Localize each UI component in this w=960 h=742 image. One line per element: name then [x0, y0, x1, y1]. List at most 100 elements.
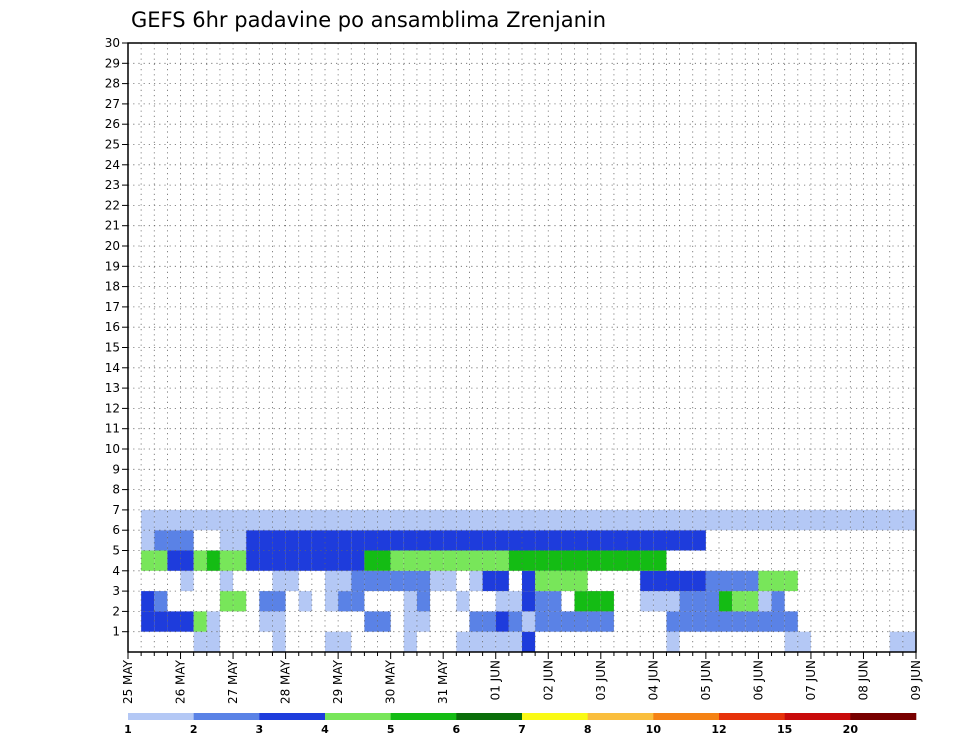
heatmap-cell: [430, 509, 444, 531]
heatmap-cell: [233, 509, 247, 531]
heatmap-cell: [640, 550, 654, 571]
heatmap-cell: [416, 509, 431, 531]
heatmap-cell: [771, 611, 785, 632]
heatmap-cell: [548, 530, 562, 551]
y-tick-label: 28: [105, 77, 120, 91]
heatmap-cell: [495, 530, 509, 551]
heatmap-cell: [863, 509, 877, 531]
colorbar-label: 2: [190, 723, 198, 736]
heatmap-cell: [141, 530, 155, 551]
heatmap-cell: [902, 631, 916, 652]
colorbar-legend: 1 2 3 4 5 6 7 8 10 12 15 20: [124, 713, 917, 736]
heatmap-cell: [219, 509, 234, 531]
heatmap-cell: [206, 631, 220, 652]
heatmap-cell: [403, 591, 417, 612]
heatmap-cell: [522, 530, 536, 551]
heatmap-cell: [508, 611, 522, 632]
heatmap-cell: [141, 611, 155, 632]
heatmap-cell: [640, 530, 654, 551]
heatmap-cell: [469, 611, 483, 632]
heatmap-cell: [364, 530, 378, 551]
heatmap-cell: [627, 550, 641, 571]
heatmap-cell: [390, 530, 404, 551]
heatmap-cell: [325, 591, 339, 612]
heatmap-cell: [403, 631, 417, 652]
y-tick-label: 2: [112, 604, 120, 618]
colorbar-swatch: [653, 713, 720, 720]
y-tick-label: 15: [105, 341, 120, 355]
heatmap-cell: [771, 570, 785, 592]
heatmap-cell: [390, 570, 404, 592]
heatmap-cell: [298, 530, 312, 551]
heatmap-cell: [456, 509, 470, 531]
heatmap-cell: [522, 591, 536, 612]
heatmap-cell: [233, 591, 247, 612]
heatmap-cell: [364, 611, 378, 632]
heatmap-cell: [154, 611, 168, 632]
heatmap-cell: [154, 509, 168, 531]
heatmap-cell: [180, 509, 194, 531]
heatmap-cell: [837, 509, 851, 531]
x-tick-label: 01 JUN: [489, 660, 503, 700]
heatmap-cell: [561, 611, 575, 632]
heatmap-cell: [219, 550, 234, 571]
y-tick-label: 19: [105, 259, 120, 273]
heatmap-cell: [600, 530, 614, 551]
heatmap-cell: [561, 509, 575, 531]
heatmap-cell: [403, 570, 417, 592]
x-tick-label: 02 JUN: [541, 660, 555, 700]
heatmap-cell: [679, 611, 693, 632]
heatmap-cell: [338, 631, 352, 652]
heatmap-cell: [167, 530, 181, 551]
heatmap-cell: [416, 570, 431, 592]
y-tick-label: 23: [105, 178, 120, 192]
heatmap-cell: [692, 530, 706, 551]
heatmap-cell: [653, 530, 667, 551]
x-tick-label: 09 JUN: [909, 660, 923, 700]
heatmap-cell: [587, 611, 601, 632]
heatmap-cell: [666, 591, 680, 612]
x-tick-label: 06 JUN: [751, 660, 765, 700]
heatmap-cell: [141, 509, 155, 531]
heatmap-cell: [561, 550, 575, 571]
y-tick-label: 22: [105, 198, 120, 212]
heatmap-cell: [719, 611, 733, 632]
heatmap-cell: [482, 530, 496, 551]
heatmap-cell: [272, 631, 286, 652]
heatmap-cell: [272, 509, 286, 531]
heatmap-cell: [219, 530, 234, 551]
heatmap-cell: [193, 509, 207, 531]
heatmap-cell: [272, 611, 286, 632]
heatmap-cell: [180, 530, 194, 551]
y-tick-label: 30: [105, 36, 120, 50]
heatmap-cell: [469, 509, 483, 531]
heatmap-cell: [430, 570, 444, 592]
heatmap-cell: [482, 570, 496, 592]
heatmap-cell: [574, 530, 588, 551]
heatmap-cell: [377, 550, 391, 571]
heatmap-cell: [889, 631, 903, 652]
heatmap-cell: [679, 570, 693, 592]
x-tick-label: 30 MAY: [384, 659, 398, 704]
heatmap-cell: [219, 591, 234, 612]
heatmap-cell: [535, 550, 549, 571]
heatmap-cell: [495, 611, 509, 632]
y-tick-label: 27: [105, 97, 120, 111]
colorbar-swatch: [259, 713, 326, 720]
colorbar-swatch: [719, 713, 785, 720]
heatmap-cell: [416, 591, 431, 612]
colorbar-label: 1: [124, 723, 132, 736]
heatmap-cell: [456, 591, 470, 612]
heatmap-cell: [732, 509, 746, 531]
heatmap-cell: [640, 591, 654, 612]
heatmap-cell: [325, 570, 339, 592]
y-tick-label: 13: [105, 381, 120, 395]
heatmap-cell: [679, 509, 693, 531]
heatmap-cell: [364, 509, 378, 531]
colorbar-swatch: [128, 713, 194, 720]
heatmap-cell: [259, 530, 273, 551]
heatmap-cell: [666, 509, 680, 531]
heatmap-cell: [272, 591, 286, 612]
heatmap-cell: [325, 631, 339, 652]
